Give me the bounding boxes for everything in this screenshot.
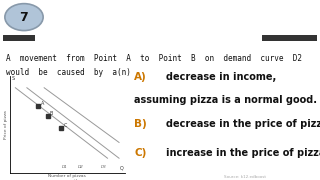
Text: C): C) <box>134 148 147 158</box>
Text: A  movement  from  Point  A  to  Point  B  on  demand  curve  D2: A movement from Point A to Point B on de… <box>6 54 302 63</box>
Text: increase in the price of pizza.: increase in the price of pizza. <box>166 148 320 158</box>
Text: decrease in the price of pizza.: decrease in the price of pizza. <box>166 119 320 129</box>
Ellipse shape <box>5 4 43 31</box>
Text: Source: k12.edboost: Source: k12.edboost <box>224 175 266 179</box>
Text: 7: 7 <box>20 11 28 24</box>
Text: B): B) <box>134 119 147 129</box>
Y-axis label: Price of pizza: Price of pizza <box>4 110 8 139</box>
Text: A: A <box>40 101 44 106</box>
Text: C: C <box>63 123 67 128</box>
Text: would  be  caused  by  a(n): would be caused by a(n) <box>6 68 131 77</box>
Text: B: B <box>50 111 53 116</box>
Text: D1: D1 <box>62 165 68 169</box>
Text: S: S <box>11 76 14 82</box>
Text: A): A) <box>134 72 147 82</box>
Text: D2: D2 <box>78 165 84 169</box>
X-axis label: Number of pizzas
per month: Number of pizzas per month <box>48 174 86 180</box>
Text: Q: Q <box>120 165 124 170</box>
Text: D3: D3 <box>101 165 107 169</box>
Text: assuming pizza is a normal good.: assuming pizza is a normal good. <box>134 95 317 105</box>
Text: decrease in income,: decrease in income, <box>166 72 277 82</box>
